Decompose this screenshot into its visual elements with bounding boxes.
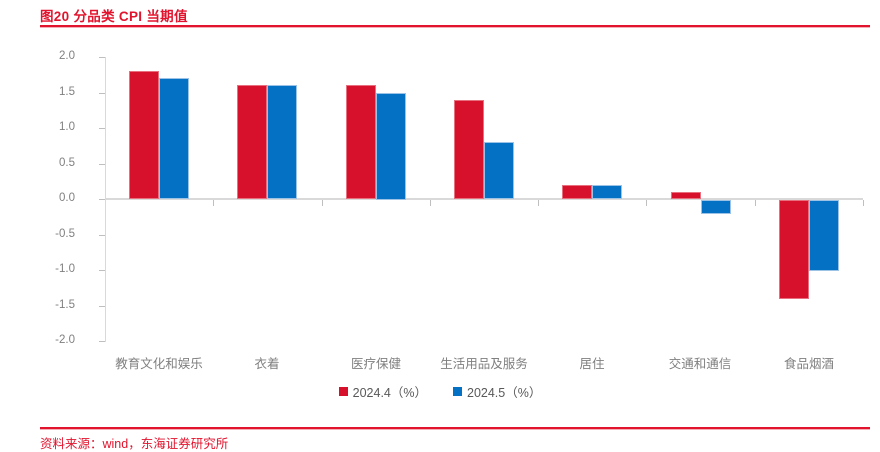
footer-divider bbox=[40, 427, 870, 429]
category-label: 交通和通信 bbox=[668, 357, 732, 371]
bar-2024.5（%）-居住 bbox=[592, 184, 622, 199]
category-label: 食品烟酒 bbox=[783, 357, 834, 371]
y-axis-tick-mark bbox=[99, 341, 105, 342]
bar-2024.4（%）-交通和通信 bbox=[671, 191, 701, 199]
x-axis-tick-mark bbox=[538, 200, 539, 206]
y-axis-tick-label: 1.5 bbox=[59, 85, 75, 98]
bar-2024.5（%）-医疗保健 bbox=[376, 92, 406, 200]
x-axis-tick-mark bbox=[213, 200, 214, 206]
bar-2024.4（%）-医疗保健 bbox=[346, 85, 376, 200]
category-label: 教育文化和娱乐 bbox=[115, 357, 203, 371]
y-axis-tick-mark bbox=[99, 57, 105, 58]
bar-2024.4（%）-食品烟酒 bbox=[779, 200, 809, 299]
y-axis-tick-label: 1.0 bbox=[59, 121, 75, 133]
y-axis-tick-label: -2.0 bbox=[55, 334, 75, 346]
y-axis-tick-mark bbox=[99, 92, 105, 94]
legend-item: 2024.4（%） bbox=[338, 382, 427, 401]
x-axis-tick-mark bbox=[646, 200, 647, 206]
bar-2024.5（%）-生活用品及服务 bbox=[484, 142, 514, 200]
bar-2024.4（%）-生活用品及服务 bbox=[454, 99, 484, 199]
category-label: 居住 bbox=[579, 357, 605, 371]
y-axis-tick-mark bbox=[99, 128, 105, 129]
category-label: 衣着 bbox=[254, 357, 280, 371]
chart-title: 图20 分品类 CPI 当期值 bbox=[40, 9, 188, 24]
x-axis-tick-mark bbox=[755, 200, 756, 206]
bar-2024.4（%）-教育文化和娱乐 bbox=[129, 71, 159, 200]
x-axis-tick-mark bbox=[430, 200, 431, 206]
y-axis-tick-label: 2.0 bbox=[59, 50, 75, 62]
chart-legend: 2024.4（%） 2024.5（%） bbox=[0, 382, 880, 401]
y-axis-tick-label: -1.5 bbox=[55, 298, 75, 311]
y-axis-tick-mark bbox=[99, 305, 105, 307]
bar-2024.5（%）-交通和通信 bbox=[701, 200, 731, 214]
legend-swatch-2024.5（%） bbox=[453, 387, 462, 396]
y-axis-tick-mark bbox=[99, 199, 105, 200]
legend-label: 2024.4（%） bbox=[352, 386, 427, 400]
bar-2024.4（%）-衣着 bbox=[237, 85, 267, 200]
source-note: 资料来源：wind，东海证券研究所 bbox=[40, 437, 229, 451]
y-axis-tick-label: -0.5 bbox=[55, 227, 75, 240]
category-label: 生活用品及服务 bbox=[440, 357, 528, 371]
bar-2024.5（%）-衣着 bbox=[267, 85, 297, 200]
legend-swatch-2024.4（%） bbox=[338, 387, 348, 396]
bar-2024.5（%）-教育文化和娱乐 bbox=[159, 78, 189, 200]
legend-label: 2024.5（%） bbox=[467, 386, 542, 400]
y-axis-tick-mark bbox=[99, 270, 105, 271]
x-axis-tick-mark bbox=[863, 200, 864, 206]
bar-2024.5（%）-食品烟酒 bbox=[809, 200, 839, 271]
title-divider bbox=[40, 25, 870, 27]
category-label: 医疗保健 bbox=[350, 357, 401, 371]
bar-2024.4（%）-居住 bbox=[562, 184, 592, 199]
y-axis-tick-mark bbox=[99, 234, 105, 236]
y-axis-tick-label: -1.0 bbox=[55, 263, 75, 275]
plot-area: 2.0 1.5 1.0 0.5 0.0 -0.5 -1.0 -1.5 -2.0 教育文化和娱乐 衣着… bbox=[55, 50, 864, 371]
x-axis-tick-mark bbox=[322, 200, 323, 206]
y-axis-tick-label: 0.0 bbox=[59, 192, 75, 204]
legend-item: 2024.5（%） bbox=[453, 382, 541, 401]
y-axis-tick-mark bbox=[99, 163, 105, 165]
y-axis-tick-label: 0.5 bbox=[59, 156, 75, 169]
